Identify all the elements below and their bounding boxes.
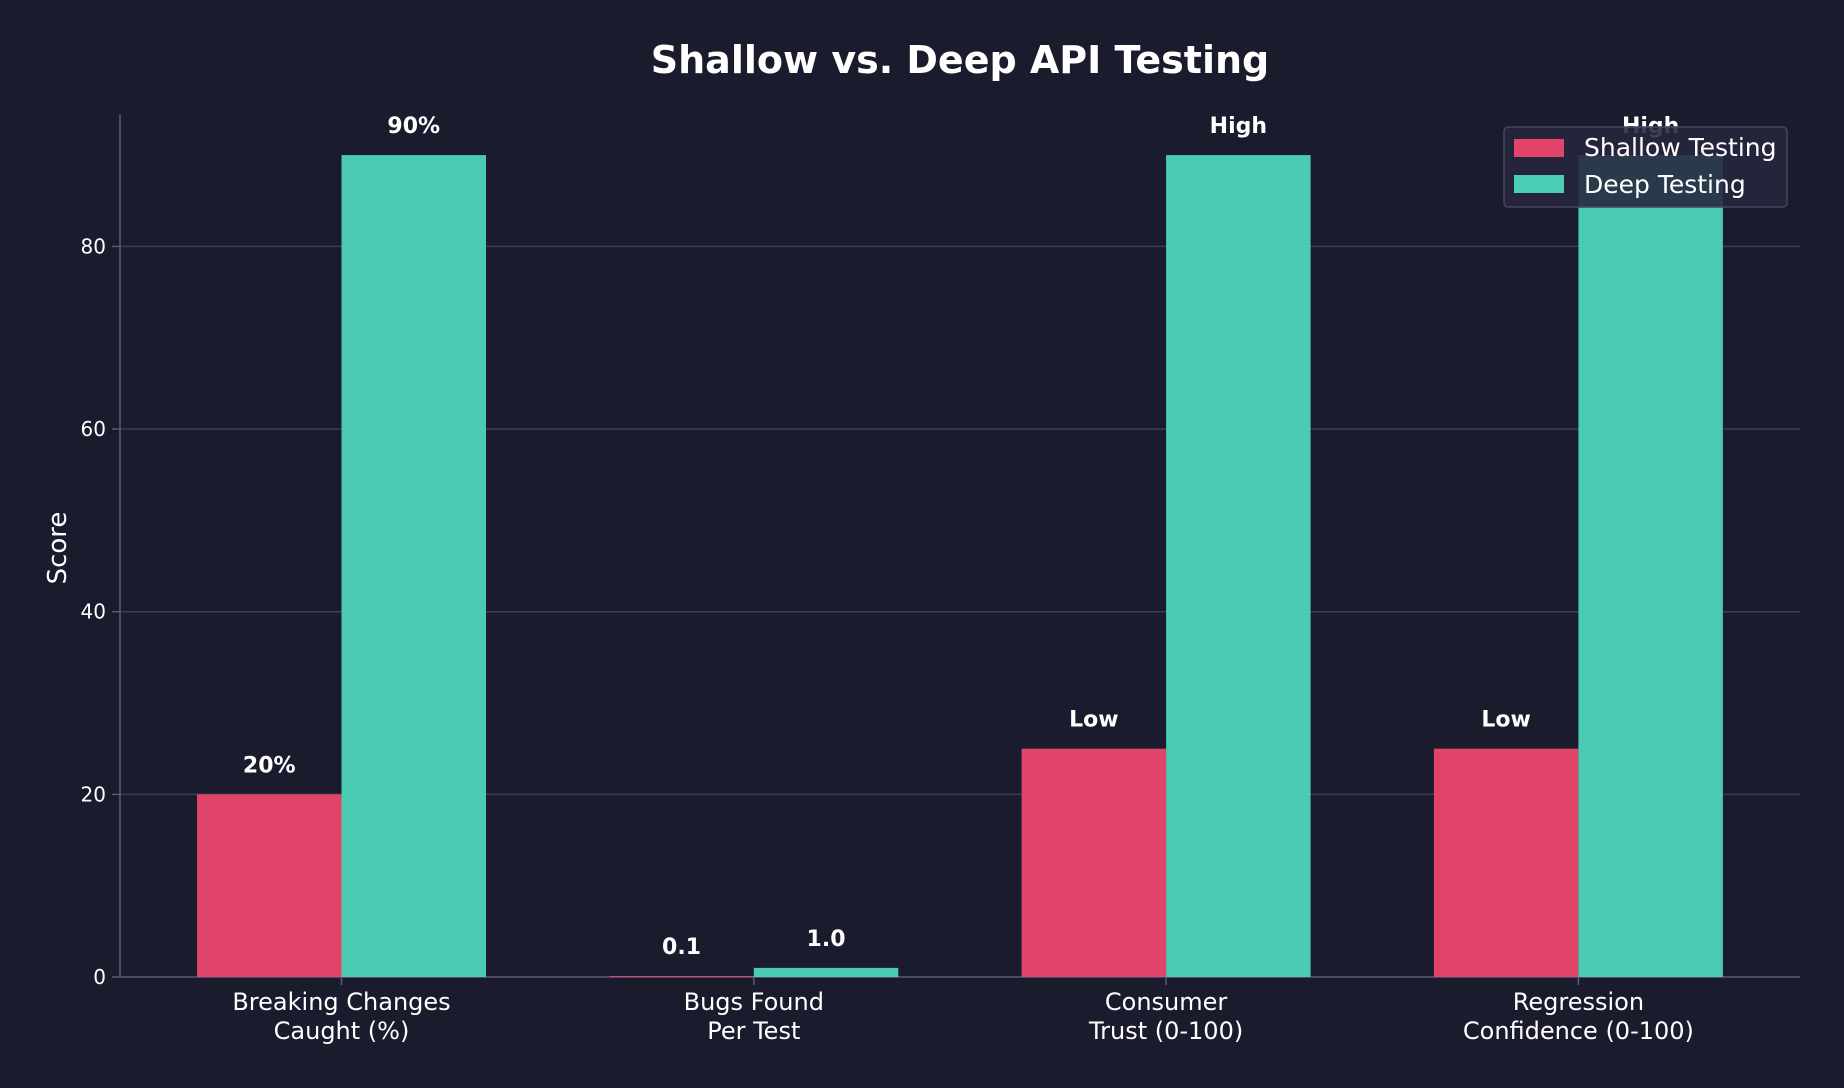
legend-swatch-shallow [1514,139,1564,157]
y-tick-label-40: 40 [81,600,106,624]
bars [197,155,1723,978]
bar-shallow-0 [197,794,342,977]
data-label-deep-1: 1.0 [807,927,846,952]
x-tick-label-3-1: Confidence (0-100) [1463,1017,1694,1045]
data-label-deep-2: High [1210,114,1267,139]
bar-deep-2 [1166,155,1311,978]
data-labels: 20%90%0.11.0LowHighLowHigh [243,114,1679,960]
bar-shallow-2 [1021,748,1167,977]
data-label-shallow-2: Low [1069,708,1118,733]
bar-shallow-3 [1433,748,1579,977]
x-tick-label-1-0: Bugs Found [684,988,824,1016]
legend-box [1503,126,1788,208]
y-ticks: 0 20 40 60 80 [81,234,120,989]
bar-deep-1 [753,967,899,977]
data-label-deep-0: 90% [387,114,440,139]
x-tick-label-3-0: Regression [1513,988,1644,1016]
bar-deep-0 [341,155,486,978]
legend-swatch-deep [1514,175,1564,193]
y-tick-label-20: 20 [81,782,106,806]
y-tick-label-60: 60 [81,417,106,441]
data-label-shallow-3: Low [1481,708,1530,733]
x-tick-label-2-1: Trust (0-100) [1088,1017,1243,1045]
x-tick-label-0-0: Breaking Changes [232,988,450,1016]
legend-label-deep: Deep Testing [1584,170,1746,199]
data-label-shallow-0: 20% [243,753,296,778]
bar-shallow-1 [609,976,754,977]
chart-title: Shallow vs. Deep API Testing [651,38,1269,82]
legend: Shallow Testing Deep Testing [1503,126,1788,208]
bar-deep-3 [1578,155,1723,978]
x-tick-label-0-1: Caught (%) [274,1017,410,1045]
legend-label-shallow: Shallow Testing [1584,133,1777,162]
x-tick-label-1-1: Per Test [707,1017,800,1045]
y-axis-label: Score [43,512,73,585]
y-tick-label-0: 0 [93,965,106,989]
data-label-shallow-1: 0.1 [662,935,701,960]
y-tick-label-80: 80 [81,234,106,258]
x-tick-label-2-0: Consumer [1105,988,1228,1016]
